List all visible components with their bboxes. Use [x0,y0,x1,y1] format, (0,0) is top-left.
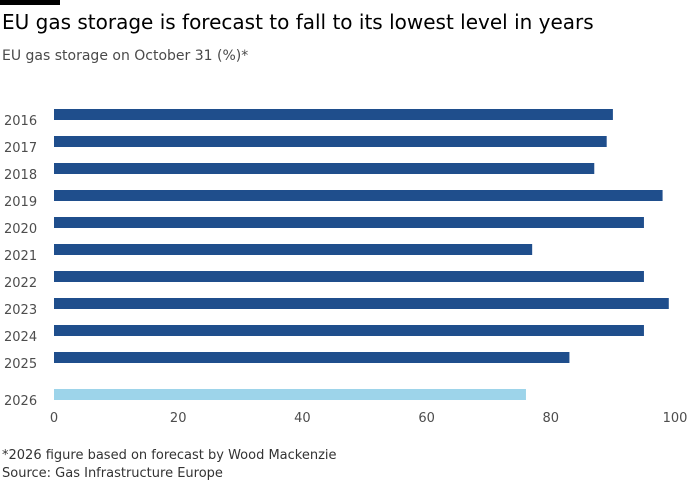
bar-2018 [54,163,595,174]
y-tick-label-2018: 2018 [4,168,37,183]
y-tick-label-2019: 2019 [4,195,37,210]
y-tick-label-2022: 2022 [4,276,37,291]
y-tick-label-2016: 2016 [4,114,37,129]
bar-2024 [54,325,644,336]
footnote: *2026 figure based on forecast by Wood M… [2,448,337,463]
y-tick-label-2021: 2021 [4,249,37,264]
x-tick-label-20: 20 [170,411,187,426]
bar-2021 [54,244,533,255]
bar-2017 [54,136,607,147]
y-tick-label-2025: 2025 [4,357,37,372]
x-tick-label-40: 40 [294,411,311,426]
y-tick-label-2026: 2026 [4,394,37,409]
y-tick-label-2020: 2020 [4,222,37,237]
y-tick-label-2023: 2023 [4,303,37,318]
x-tick-label-100: 100 [663,411,688,426]
chart-subtitle: EU gas storage on October 31 (%)* [2,48,249,64]
bar-chart: 2016 2017 2018 2019 2020 2021 2022 2023 2024 2025… [4,109,688,426]
bar-2020 [54,217,644,228]
top-rule [0,0,60,5]
x-tick-label-80: 80 [543,411,560,426]
chart-title: EU gas storage is forecast to fall to it… [2,10,594,34]
y-tick-label-2024: 2024 [4,330,37,345]
bar-2016 [54,109,613,120]
x-tick-label-0: 0 [50,411,58,426]
bar-2023 [54,298,669,309]
bar-2019 [54,190,663,201]
bar-2022 [54,271,644,282]
bar-2026 [54,389,526,400]
source-line: Source: Gas Infrastructure Europe [2,466,223,481]
y-tick-label-2017: 2017 [4,141,37,156]
x-tick-label-60: 60 [418,411,435,426]
bar-2025 [54,352,570,363]
